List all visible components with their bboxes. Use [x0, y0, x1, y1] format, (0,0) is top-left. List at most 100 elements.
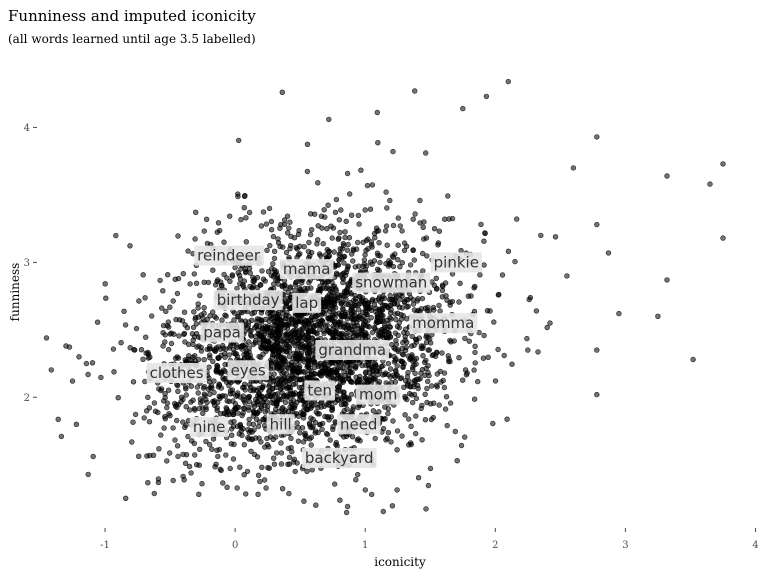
data-point	[207, 441, 213, 448]
word-label-text: pinkie	[434, 253, 479, 271]
data-point	[594, 134, 600, 140]
data-point	[330, 424, 336, 430]
data-point	[174, 404, 180, 411]
data-point	[440, 283, 446, 290]
data-point	[76, 354, 82, 360]
y-axis-title: funniness	[8, 263, 22, 322]
data-point	[127, 345, 133, 351]
data-point	[380, 363, 386, 369]
data-point	[397, 264, 403, 270]
data-point	[167, 450, 173, 456]
data-point	[286, 490, 292, 497]
data-point	[415, 296, 421, 302]
data-point	[336, 235, 342, 241]
data-point	[277, 225, 283, 231]
data-point	[162, 391, 168, 397]
data-point	[188, 470, 194, 476]
data-point	[376, 240, 382, 246]
data-point	[203, 438, 209, 445]
data-point	[354, 437, 360, 443]
data-point	[341, 260, 347, 266]
data-point	[217, 466, 224, 472]
data-point	[183, 404, 189, 410]
data-point	[400, 363, 406, 370]
data-point	[387, 197, 393, 204]
data-point	[333, 439, 339, 446]
data-point	[83, 360, 90, 367]
data-point	[267, 382, 273, 388]
data-point	[355, 239, 361, 246]
data-point	[164, 458, 170, 464]
data-point	[483, 93, 490, 100]
data-point	[271, 255, 278, 262]
data-point	[207, 352, 213, 358]
data-point	[316, 411, 322, 417]
word-label-text: grandma	[318, 341, 386, 359]
data-point	[552, 234, 559, 240]
data-point	[234, 392, 241, 398]
data-point	[297, 393, 304, 400]
data-point	[408, 440, 414, 446]
data-point	[230, 411, 236, 418]
data-point	[238, 216, 244, 223]
data-point	[390, 222, 397, 229]
data-point	[229, 272, 236, 278]
data-point	[274, 399, 280, 405]
data-point	[185, 248, 191, 254]
data-point	[243, 239, 250, 245]
data-point	[204, 240, 211, 247]
data-point	[168, 340, 175, 347]
data-point	[164, 323, 170, 329]
data-point	[216, 382, 223, 388]
data-point	[209, 385, 215, 391]
data-point	[274, 272, 280, 278]
data-point	[509, 361, 515, 367]
data-point	[210, 309, 216, 315]
data-point	[285, 295, 291, 301]
data-point	[215, 453, 221, 460]
data-point	[264, 247, 270, 254]
data-point	[412, 211, 418, 217]
word-label-text: momma	[412, 314, 474, 332]
data-point	[161, 425, 167, 431]
data-point	[439, 350, 445, 356]
data-point	[290, 340, 296, 346]
data-point	[270, 436, 276, 443]
data-point	[390, 263, 397, 270]
data-point	[241, 205, 248, 211]
data-point	[664, 277, 670, 283]
data-point	[315, 180, 321, 186]
data-point	[226, 352, 232, 358]
data-point	[206, 379, 213, 385]
data-point	[395, 257, 401, 263]
data-point	[328, 373, 335, 379]
data-point	[384, 242, 390, 248]
y-axis: 2 3 4	[24, 123, 37, 404]
data-point	[183, 422, 189, 428]
data-point	[720, 161, 726, 167]
data-point	[380, 425, 387, 432]
data-point	[425, 304, 431, 311]
data-point	[267, 242, 273, 249]
data-point	[452, 428, 458, 435]
data-point	[338, 300, 345, 306]
data-point	[481, 262, 487, 268]
data-point	[85, 371, 91, 378]
word-label-backyard: backyard	[301, 447, 377, 468]
data-point	[214, 363, 221, 369]
data-point	[290, 355, 296, 362]
data-point	[460, 105, 466, 112]
data-point	[145, 394, 151, 400]
data-point	[389, 503, 396, 509]
data-point	[334, 375, 340, 382]
data-point	[305, 248, 312, 255]
data-point	[222, 351, 228, 357]
data-point	[372, 235, 378, 241]
data-point	[146, 405, 153, 411]
data-point	[214, 229, 221, 235]
data-point	[491, 319, 497, 325]
data-point	[175, 233, 181, 239]
data-point	[215, 220, 222, 226]
data-point	[151, 490, 158, 497]
data-point	[188, 399, 194, 405]
